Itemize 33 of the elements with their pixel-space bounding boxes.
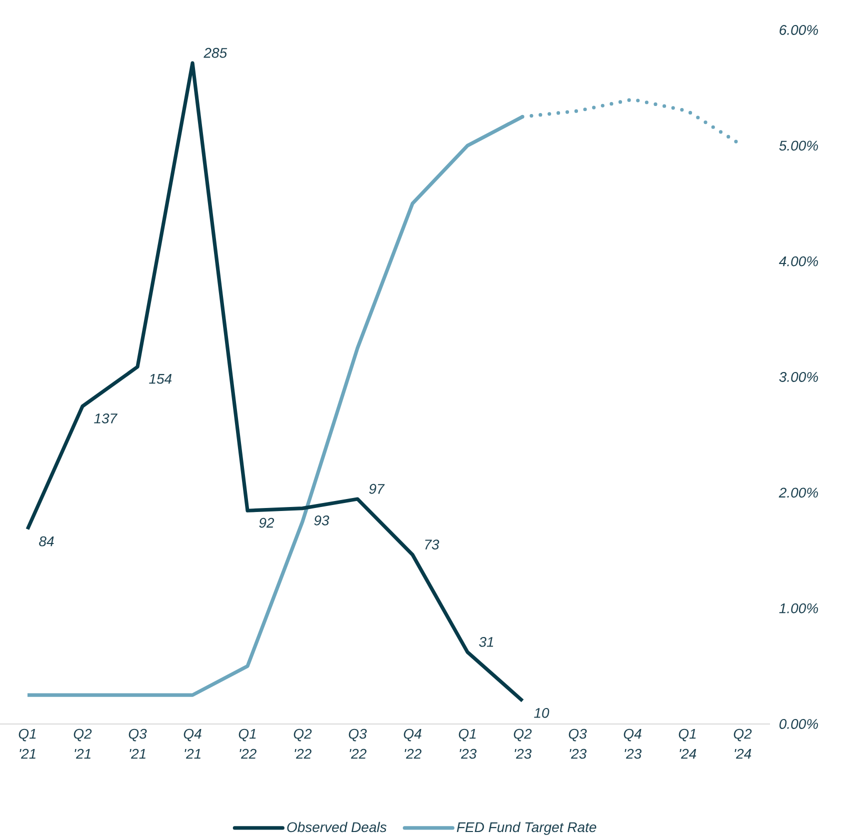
y-tick-label: 6.00% [780, 25, 818, 35]
y-tick-label: 1.00% [779, 603, 818, 614]
x-tick-label: Q3 '23 [568, 728, 587, 759]
x-tick-label: Q1 '22 [238, 728, 256, 759]
data-label: 154 [149, 374, 172, 384]
data-label: 137 [94, 413, 118, 424]
data-label: 285 [204, 48, 228, 58]
x-tick-label: Q4 '23 [624, 728, 642, 759]
x-tick-label: Q2 '21 [74, 728, 92, 759]
legend-label: FED Fund Target Rate [456, 822, 596, 835]
y-tick-label: 2.00% [778, 488, 818, 498]
y-tick-label: 4.00% [778, 256, 818, 266]
x-tick-label: Q1 '21 [18, 728, 36, 759]
data-label: 84 [39, 536, 54, 546]
data-label: 73 [425, 540, 440, 550]
y-tick-label: 0.00% [779, 719, 818, 729]
x-tick-label: Q2 '24 [734, 728, 752, 759]
data-label: 31 [479, 636, 494, 647]
data-label: 92 [259, 518, 274, 528]
x-tick-label: Q2 '23 [514, 728, 532, 759]
y-tick-label: 3.00% [779, 372, 818, 382]
x-tick-label: Q4 '22 [404, 728, 422, 759]
x-tick-label: Q2 '22 [294, 728, 312, 759]
x-tick-label: Q3 '21 [128, 728, 147, 759]
y-tick-label: 5.00% [779, 140, 818, 151]
data-label: 93 [314, 516, 330, 526]
legend-label: Observed Deals [287, 822, 387, 832]
data-label: 97 [369, 484, 385, 494]
x-tick-label: Q1 '23 [458, 728, 476, 759]
x-tick-label: Q3 '22 [348, 728, 367, 759]
x-tick-label: Q1 '24 [678, 728, 696, 759]
data-label: 10 [534, 708, 550, 718]
x-tick-label: Q4 '21 [184, 728, 202, 759]
